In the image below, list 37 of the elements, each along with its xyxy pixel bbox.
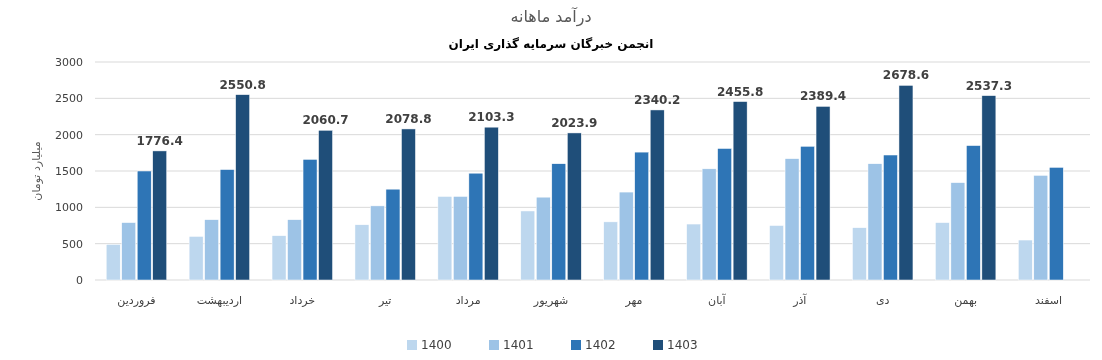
x-tick-label: آبان: [708, 293, 727, 307]
y-tick-label: 1000: [55, 201, 83, 215]
y-tick-label: 2000: [55, 128, 83, 142]
y-axis-title: میلیارد تومان: [30, 141, 43, 201]
data-label: 2678.6: [882, 68, 930, 83]
x-tick-label: اردیبهشت: [196, 294, 243, 307]
y-tick-label: 500: [62, 237, 83, 251]
data-label: 2023.9: [551, 115, 598, 130]
y-tick-label: 0: [76, 274, 83, 287]
x-tick-label: اسفند: [1035, 294, 1063, 307]
x-tick-label: دی: [875, 294, 890, 307]
legend-label: 1400: [421, 338, 452, 352]
data-label: 2340.2: [634, 92, 681, 107]
y-tick-label: 2500: [55, 92, 83, 106]
x-tick-label: فروردین: [117, 294, 156, 307]
data-label: 2537.3: [965, 78, 1013, 93]
x-tick-label: شهریور: [532, 294, 569, 307]
data-label: 1776.4: [136, 133, 183, 148]
x-tick-label: بهمن: [954, 294, 978, 307]
legend-label: 1402: [585, 338, 616, 352]
x-tick-label: آذر: [792, 293, 808, 307]
data-label: 2455.8: [716, 84, 764, 99]
x-tick-label: خرداد: [289, 294, 316, 307]
y-tick-label: 1500: [55, 165, 83, 178]
x-tick-label: مرداد: [455, 294, 481, 307]
chart-title: درآمد ماهانه: [510, 7, 592, 27]
y-tick-label: 3000: [55, 56, 83, 69]
legend-label: 1401: [503, 338, 534, 352]
data-label: 2389.4: [799, 89, 847, 104]
chart-subtitle: انجمن خبرگان سرمایه گذاری ایران: [448, 37, 654, 51]
x-tick-label: تیر: [377, 294, 392, 307]
legend-label: 1403: [667, 338, 698, 352]
x-tick-label: مهر: [624, 294, 643, 307]
data-label: 2103.3: [468, 110, 515, 125]
data-label: 2078.8: [385, 111, 432, 126]
data-label: 2060.7: [302, 113, 349, 128]
data-label: 2550.8: [219, 77, 266, 92]
